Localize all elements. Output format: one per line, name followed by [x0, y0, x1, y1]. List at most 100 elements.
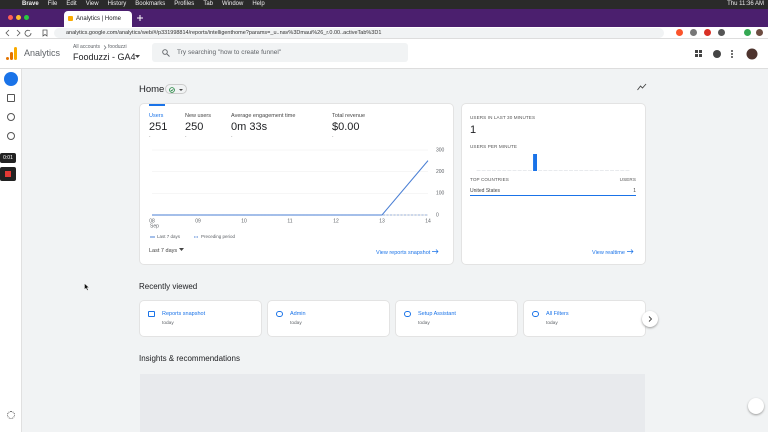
nav-explore[interactable] [7, 113, 15, 121]
nav-home[interactable] [4, 72, 18, 86]
arrow [432, 249, 439, 254]
metric-value: 251 [149, 121, 168, 133]
country-bar [470, 195, 636, 196]
country-name: United States [470, 188, 501, 194]
dropdown-caret [179, 248, 185, 251]
metric-value: $0.00 [332, 121, 360, 133]
nav-advertising[interactable] [7, 132, 15, 140]
clock: Thu 11:36 AM [727, 1, 764, 7]
recent-icon [276, 311, 283, 317]
scroll-next[interactable] [642, 311, 658, 327]
menu-item[interactable]: View [85, 1, 99, 7]
extension[interactable] [704, 29, 711, 36]
nav-reports[interactable] [7, 94, 15, 102]
search-box[interactable]: Try searching "how to create funnel" [152, 43, 408, 62]
extension[interactable] [690, 29, 697, 36]
view-reports-snapshot[interactable]: View reports snapshot [376, 249, 440, 256]
section-title: Recently viewed [139, 282, 198, 291]
close-window[interactable] [8, 15, 13, 20]
brave-shield[interactable] [676, 29, 683, 36]
browser-tab[interactable]: Analytics | Home [64, 11, 132, 27]
recent-icon [148, 311, 155, 317]
address-bar[interactable]: analytics.google.com/analytics/web/#/p33… [54, 28, 664, 38]
view-realtime[interactable]: View realtime [592, 249, 635, 256]
link-label: View realtime [592, 250, 625, 256]
recent-time: today [290, 321, 302, 326]
recording-stop[interactable] [0, 167, 16, 181]
menu-item[interactable]: Tab [203, 1, 213, 7]
feedback[interactable] [748, 398, 764, 414]
date-range-label: Last 7 days [149, 248, 178, 254]
recent-card[interactable]: All Filters today [524, 301, 645, 336]
recording-timer: 0:01 [0, 153, 16, 163]
metric-change: - [185, 133, 187, 138]
dropdown-caret [135, 55, 140, 58]
breadcrumb[interactable]: All accounts [73, 44, 100, 50]
property-selector[interactable]: Fooduzzi - GA4 [73, 52, 136, 62]
search-icon [162, 49, 170, 57]
left-nav: 0:01 [0, 69, 22, 432]
realtime-card: USERS IN LAST 30 MINUTES 1 USERS PER MIN… [462, 104, 645, 264]
status-chip[interactable] [165, 84, 187, 94]
insights-icon[interactable] [637, 83, 647, 91]
active-metric-indicator [149, 104, 165, 106]
arrow [626, 249, 634, 254]
metric-label[interactable]: New users [185, 113, 211, 119]
date-range[interactable]: Last 7 days [149, 248, 185, 254]
menu-item[interactable]: Profiles [174, 1, 195, 7]
recent-icon [404, 311, 411, 317]
recent-card[interactable]: Setup Assistant today [396, 301, 517, 336]
metric-label[interactable]: Average engagement time [231, 113, 296, 119]
status-icon [169, 86, 183, 93]
analytics-logo [6, 47, 17, 60]
search-placeholder: Try searching "how to create funnel" [177, 49, 282, 56]
tab-favicon [68, 16, 73, 21]
tab-title: Analytics | Home [76, 16, 121, 22]
menu-bar: Brave File Edit View History Bookmarks Profile… [0, 0, 768, 9]
realtime-value: 1 [470, 124, 477, 136]
recent-time: today [418, 321, 430, 326]
menu-item[interactable]: Help [252, 1, 265, 7]
metric-label[interactable]: Total revenue [332, 113, 366, 119]
page-title: Home [139, 84, 165, 95]
recent-card[interactable]: Admin today [268, 301, 389, 336]
zoom-window[interactable] [24, 15, 29, 20]
breadcrumb[interactable]: fooduzzi [108, 44, 127, 50]
header-actions[interactable] [694, 48, 758, 60]
users-heading: USERS [619, 177, 636, 182]
insights-placeholder [140, 374, 645, 432]
ga-header: Analytics All accounts fooduzzi Fooduzzi… [0, 39, 768, 69]
countries-heading: TOP COUNTRIES [470, 177, 509, 182]
per-minute-label: USERS PER MINUTE [470, 144, 518, 149]
profile[interactable] [756, 29, 763, 36]
recent-card[interactable]: Reports snapshot today [140, 301, 261, 336]
metric-label[interactable]: Users [149, 113, 164, 119]
realtime-heading: USERS IN LAST 30 MINUTES [470, 115, 536, 120]
menu-item[interactable]: Edit [66, 1, 77, 7]
metric-change: - [332, 133, 334, 138]
new-tab[interactable] [136, 14, 144, 22]
extension[interactable] [718, 29, 725, 36]
recent-name: Admin [290, 311, 306, 317]
nav-buttons[interactable] [4, 29, 50, 37]
metric-value: 250 [185, 121, 204, 133]
menu-item[interactable]: Window [222, 1, 244, 7]
extension[interactable] [744, 29, 751, 36]
recent-name: Reports snapshot [162, 311, 206, 317]
menu-item[interactable]: History [107, 1, 127, 7]
nav-admin[interactable] [7, 411, 15, 419]
breadcrumb-chevron [103, 45, 107, 50]
mouse-cursor [84, 283, 90, 291]
menu-item[interactable]: Bookmarks [135, 1, 166, 7]
tab-bar [0, 9, 768, 27]
menu-item[interactable]: File [47, 1, 58, 7]
app-menu[interactable]: Brave [22, 1, 39, 7]
recent-name: Setup Assistant [418, 311, 456, 317]
minimize-window[interactable] [16, 15, 21, 20]
metric-change: - [231, 133, 233, 138]
recent-time: today [546, 321, 558, 326]
metric-change: - [149, 133, 151, 138]
recent-time: today [162, 321, 174, 326]
section-title: Insights & recommendations [139, 354, 240, 363]
link-label: View reports snapshot [376, 250, 431, 256]
